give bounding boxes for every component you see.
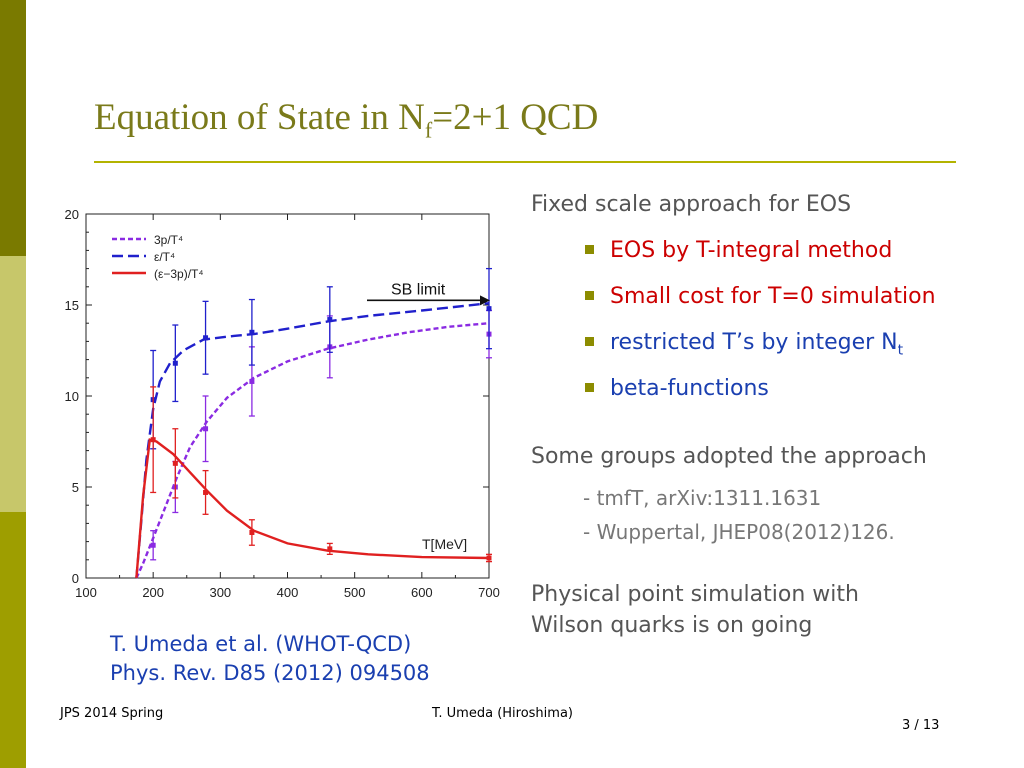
y-tick-label: 20 [65,207,79,222]
x-tick-label: 200 [142,585,164,600]
bullet-square-icon [585,245,594,254]
data-point [203,426,209,432]
legend-label: (ε−3p)/T⁴ [154,267,204,281]
data-point [249,378,255,384]
subbullet-restricted-t-text: restricted T’s by integer N [610,330,898,355]
plot-frame [85,213,490,579]
data-point [203,489,209,495]
data-point [327,317,333,323]
bullet-square-icon [585,337,594,346]
y-tick-label: 15 [65,298,79,313]
legend-label: 3p/T⁴ [154,233,183,247]
data-point [327,546,333,552]
bullet-some-groups: Some groups adopted the approach [531,444,927,469]
sidebar-segment-middle [0,256,26,512]
bullet-square-icon [585,291,594,300]
subbullet-small-cost-text: Small cost for T=0 simulation [610,284,936,309]
footer-center: T. Umeda (Hiroshima) [432,706,573,721]
x-tick-label: 700 [478,585,500,600]
data-point [486,555,492,561]
title-main: Equation of State in N [94,97,425,138]
bullet-square-icon [585,383,594,392]
legend-label: ε/T⁴ [154,250,175,264]
data-point [172,360,178,366]
subbullet-restricted-t: restricted T’s by integer Nt [585,330,903,358]
bullet-physical-point-2: Wilson quarks is on going [531,613,813,638]
arrow-head-icon [480,295,490,306]
x-tick-label: 500 [344,585,366,600]
x-axis-label: T[MeV] [422,536,467,552]
page-number: 3 / 13 [902,718,940,733]
y-tick-label: 5 [72,480,79,495]
sidebar-segment-bottom [0,512,26,768]
x-tick-label: 300 [209,585,231,600]
subbullet-beta-functions-text: beta-functions [610,376,769,401]
eos-chart: 100 200 300 400 500 600 700 0 5 10 15 20 3p/T⁴ ε/T⁴ (ε… [65,207,500,600]
series-line-0 [135,322,490,579]
title-divider [94,161,956,163]
y-tick-label: 10 [65,389,79,404]
subbullet-t-integral-text: EOS by T-integral method [610,238,893,263]
subbullet-t-integral: EOS by T-integral method [585,238,892,263]
sidebar-segment-top [0,0,26,256]
x-tick-label: 100 [75,585,97,600]
subbullet-beta-functions: beta-functions [585,376,769,401]
footer-left: JPS 2014 Spring [60,706,164,721]
ref-tmft: - tmfT, arXiv:1311.1631 [583,486,822,510]
reference-line-1: T. Umeda et al. (WHOT-QCD) [110,632,412,656]
bullet-fixed-scale: Fixed scale approach for EOS [531,192,852,217]
ref-wuppertal: - Wuppertal, JHEP08(2012)126. [583,520,895,544]
data-point [150,542,156,548]
subbullet-small-cost: Small cost for T=0 simulation [585,284,936,309]
data-point [203,335,209,341]
y-tick-label: 0 [72,571,79,586]
title-subscript: f [424,117,433,143]
data-point [249,530,255,535]
data-point [249,329,255,335]
annotation-label: SB limit [391,281,446,298]
data-point [172,460,178,466]
paper-reference: T. Umeda et al. (WHOT-QCD) Phys. Rev. D8… [110,630,430,688]
x-tick-label: 600 [411,585,433,600]
subbullet-restricted-t-sub: t [897,342,904,359]
data-point [486,306,492,312]
series-line-2 [135,438,490,579]
title-tail: =2+1 QCD [432,97,599,138]
slide-title: Equation of State in Nf=2+1 QCD [94,96,598,143]
data-point [150,437,156,443]
x-tick-label: 400 [277,585,299,600]
reference-line-2: Phys. Rev. D85 (2012) 094508 [110,661,430,685]
bullet-physical-point-1: Physical point simulation with [531,582,859,607]
